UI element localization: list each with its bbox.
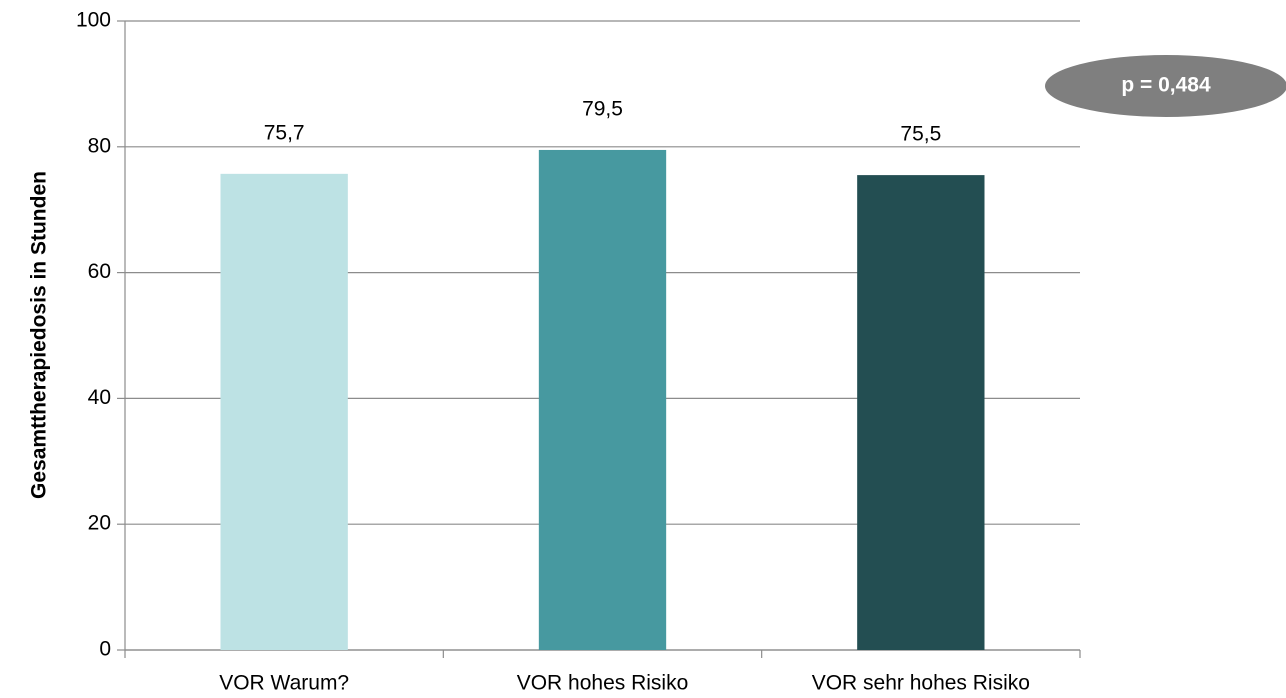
bar [538,149,667,650]
y-axis-label: Gesamttherapiedosis in Stunden [28,171,51,499]
value-label: 79,5 [582,97,623,120]
y-tick-label: 0 [99,638,111,661]
bar [220,173,348,651]
value-label: 75,7 [264,121,305,144]
y-tick-label: 40 [88,386,111,409]
x-tick-label: VOR sehr hohes Risiko [812,672,1030,695]
y-tick-label: 80 [88,134,111,157]
value-label: 75,5 [900,123,941,146]
annotation: p = 0,484 [1121,74,1211,97]
y-tick-label: 100 [76,9,111,32]
annotation-bubble [1045,55,1286,117]
y-tick-label: 20 [88,512,111,535]
x-tick-label: VOR hohes Risiko [517,672,689,695]
x-tick-label: VOR Warum? [219,672,349,695]
y-tick-label: 60 [88,260,111,283]
bar [857,175,985,651]
